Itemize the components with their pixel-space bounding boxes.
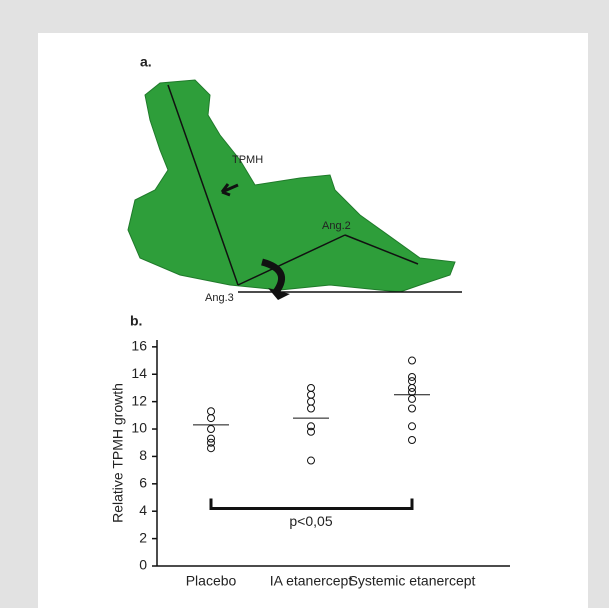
y-tick-label: 12 — [131, 392, 147, 408]
y-tick-label: 16 — [131, 338, 147, 354]
annotation: TPMH — [232, 154, 263, 166]
page: {"panel_a": {"label": "a.", "annotations… — [0, 0, 609, 608]
annotation: Ang.2 — [322, 220, 351, 232]
x-tick-label: Placebo — [186, 573, 237, 589]
y-tick-label: 8 — [139, 447, 147, 463]
y-tick-label: 14 — [131, 365, 147, 381]
y-axis-label: Relative TPMH growth — [110, 383, 126, 523]
y-tick-label: 4 — [139, 502, 147, 518]
x-tick-label: IA etanercept — [270, 573, 353, 589]
x-tick-label: Systemic etanercept — [349, 573, 476, 589]
annotation: Ang.3 — [205, 292, 234, 304]
y-tick-label: 6 — [139, 475, 147, 491]
figure: a. TPMH Ang.2 Ang.3 b. Relative TPMH gro… — [0, 0, 609, 608]
panel-label: b. — [130, 313, 142, 329]
y-tick-label: 2 — [139, 529, 147, 545]
panel-label: a. — [140, 54, 152, 70]
y-tick-label: 0 — [139, 557, 147, 573]
significance-label: p<0,05 — [289, 513, 332, 529]
y-tick-label: 10 — [131, 420, 147, 436]
